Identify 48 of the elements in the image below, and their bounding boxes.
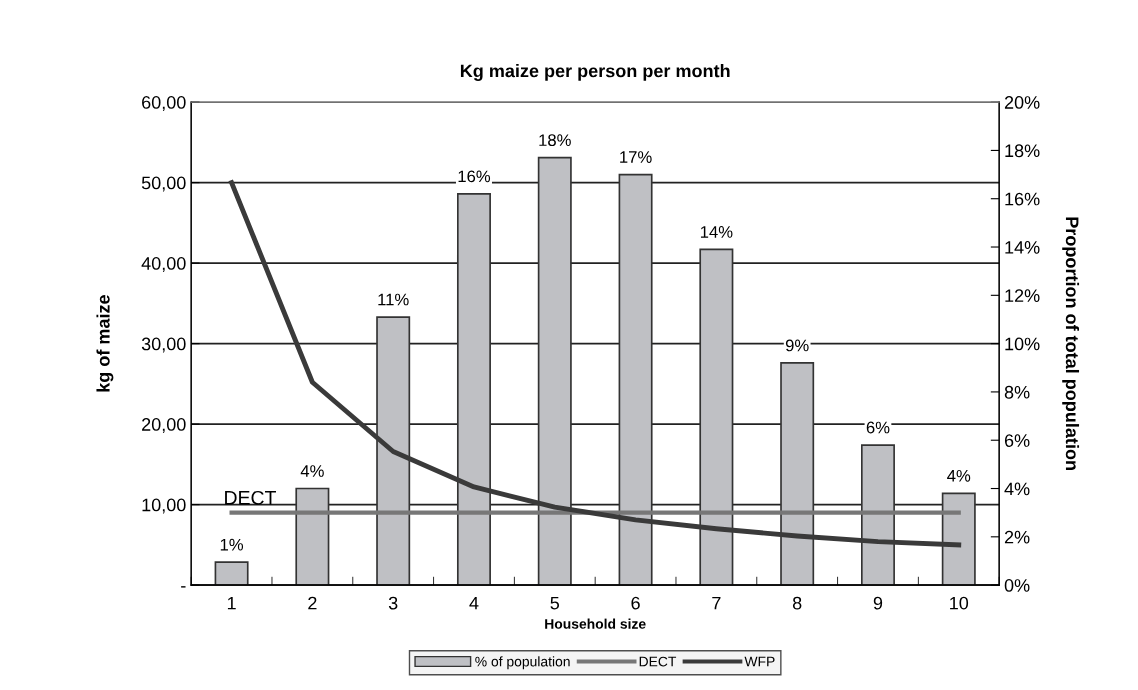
y-tick-label: 40,00 [141,257,186,272]
y2-tick-label: 4% [1004,482,1030,496]
y2-tick-label: 16% [1005,192,1040,206]
data-label: 14% [700,226,733,238]
data-label: 16% [458,170,491,183]
y2-tick-label: 12% [1005,289,1040,302]
y-tick-label: - [181,586,186,588]
y-tick-label: 60,00 [142,96,186,111]
y2-tick-label: 18% [1005,144,1040,158]
x-tick-label: 7 [712,596,721,610]
data-label: 11% [378,293,409,306]
y2-tick-label: 8% [1004,385,1030,399]
x-tick-label: 10 [950,596,969,610]
data-label: 6% [866,421,890,434]
data-label: 4% [947,469,971,482]
annotation: DECT [225,490,276,505]
y2-tick-label: 0% [1004,579,1030,592]
data-label: 4% [300,465,324,477]
y2-tick-label: 14% [1005,241,1040,254]
x-tick-label: 4 [469,596,479,610]
y2-tick-label: 6% [1004,434,1030,447]
data-label: 9% [785,339,809,352]
data-label: 18% [539,134,571,147]
y2-axis-title: Proportion of total population [1062,217,1080,470]
bar [214,561,249,586]
y-tick-label: 10,00 [142,498,186,514]
data-label: 1% [220,538,244,551]
x-tick-label: 2 [308,596,317,610]
x-axis-title: Household size [545,618,646,629]
legend-label: DECT [639,656,677,667]
legend-label: WFP [744,656,775,667]
x-tick-label: 3 [388,596,398,610]
x-tick-label: 9 [873,596,883,610]
chart-title: Kg maize per person per month [460,64,730,81]
x-tick-label: 5 [550,596,560,610]
y-axis-title: kg of maize [96,295,114,392]
bar [295,487,330,586]
x-tick-label: 1 [227,596,236,610]
y2-tick-label: 20% [1004,96,1040,109]
x-tick-label: 8 [792,596,802,610]
y2-tick-label: 10% [1005,337,1040,351]
y-tick-label: 50,00 [141,176,186,192]
data-label: 17% [620,151,652,163]
y-tick-label: 30,00 [141,337,186,353]
legend-label: % of population [475,656,570,670]
y2-tick-label: 2% [1004,530,1030,544]
y-tick-label: 20,00 [142,418,186,433]
x-tick-label: 6 [631,596,640,610]
